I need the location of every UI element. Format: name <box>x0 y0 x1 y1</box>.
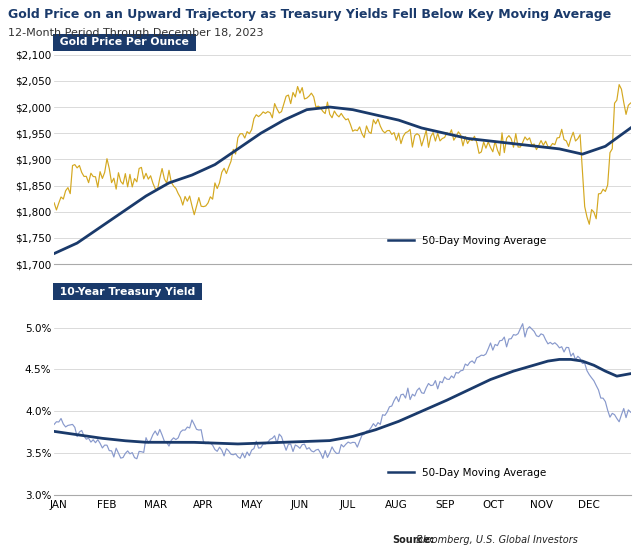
Legend: 50-Day Moving Average: 50-Day Moving Average <box>383 464 550 482</box>
Text: Source:: Source: <box>392 535 434 546</box>
Text: 12-Month Period Through December 18, 2023: 12-Month Period Through December 18, 202… <box>8 28 263 37</box>
Legend: 50-Day Moving Average: 50-Day Moving Average <box>383 232 550 250</box>
Text: Gold Price Per Ounce: Gold Price Per Ounce <box>56 37 192 47</box>
Text: Bloomberg, U.S. Global Investors: Bloomberg, U.S. Global Investors <box>413 535 578 546</box>
Text: 10-Year Treasury Yield: 10-Year Treasury Yield <box>56 287 199 297</box>
Text: Gold Price on an Upward Trajectory as Treasury Yields Fell Below Key Moving Aver: Gold Price on an Upward Trajectory as Tr… <box>8 8 611 21</box>
